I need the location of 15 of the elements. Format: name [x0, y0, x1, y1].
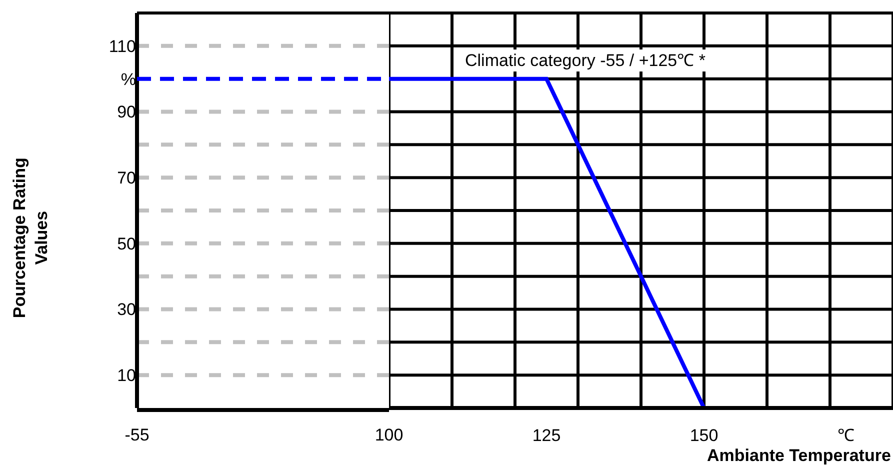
y-tick-label: 30 [117, 300, 136, 320]
y-axis-title: Pourcentage Rating Values [10, 158, 51, 318]
y-tick-label: 10 [117, 366, 136, 386]
y-tick-label: 50 [117, 234, 136, 254]
x-tick-label: ℃ [837, 426, 854, 445]
y-tick-label: 70 [117, 168, 136, 188]
y-tick-label: 110 [108, 36, 136, 56]
x-tick-label: 150 [690, 426, 718, 445]
x-tick-label: -55 [124, 425, 150, 444]
x-axis-title: Ambiante Temperature [707, 446, 891, 465]
x-tick-label: 100 [374, 425, 404, 444]
annotation: Climatic category -55 / +125℃ * [465, 51, 706, 70]
y-tick-label: 90 [117, 102, 136, 122]
x-tick-label: 125 [532, 426, 561, 445]
y-tick-label: % [120, 70, 136, 89]
